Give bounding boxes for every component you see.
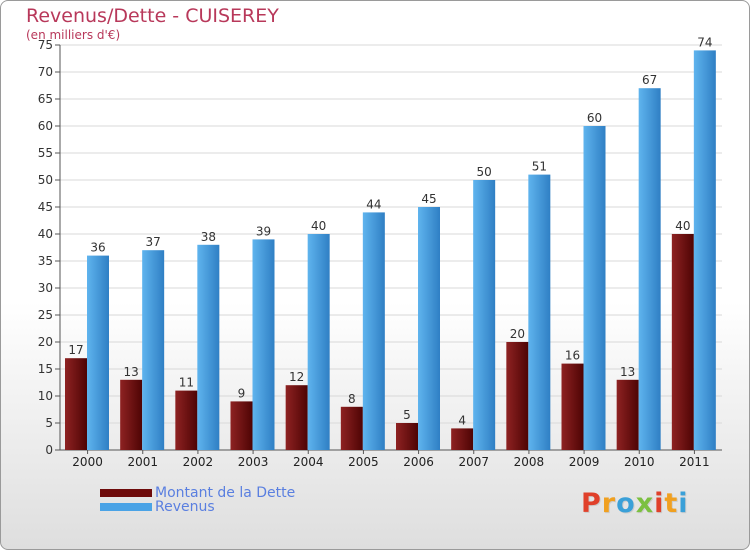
x-tick-label: 2005 [348, 455, 379, 469]
x-tick-label: 2009 [569, 455, 600, 469]
data-label-debt: 13 [124, 365, 139, 379]
bar-revenus [252, 239, 275, 450]
legend-item-revenus: Revenus [100, 500, 295, 514]
data-label-debt: 16 [565, 349, 580, 363]
bar-revenus [638, 88, 661, 450]
data-label-debt: 4 [458, 413, 466, 427]
data-label-revenus: 44 [366, 197, 381, 211]
logo-letter: i [678, 488, 689, 519]
y-tick-label: 40 [38, 227, 53, 241]
logo-letter: x [635, 488, 655, 519]
bar-revenus [87, 255, 109, 450]
y-tick-label: 50 [38, 173, 53, 187]
bar-debt [340, 406, 363, 450]
data-label-revenus: 60 [587, 111, 602, 125]
bar-revenus [307, 234, 330, 450]
data-label-revenus: 39 [256, 224, 271, 238]
logo-letter: t [664, 488, 679, 519]
x-tick-label: 2000 [72, 455, 103, 469]
y-tick-label: 55 [38, 146, 53, 160]
data-label-debt: 17 [68, 343, 83, 357]
data-label-debt: 12 [289, 370, 304, 384]
chart-title: Revenus/Dette - CUISEREY [26, 5, 279, 27]
data-label-revenus: 67 [642, 73, 657, 87]
y-tick-label: 15 [38, 362, 53, 376]
x-tick-label: 2003 [238, 455, 269, 469]
chart-subtitle: (en milliers d'€) [26, 28, 121, 42]
data-label-debt: 40 [675, 219, 690, 233]
y-tick-label: 30 [38, 281, 53, 295]
bar-debt [616, 379, 639, 450]
y-tick-label: 65 [38, 92, 53, 106]
y-tick-label: 70 [38, 65, 53, 79]
bar-debt [561, 363, 584, 450]
data-label-revenus: 37 [146, 235, 161, 249]
y-tick-label: 45 [38, 200, 53, 214]
bar-debt [671, 234, 694, 450]
bar-revenus [473, 180, 496, 450]
x-tick-label: 2007 [458, 455, 489, 469]
x-tick-label: 2008 [514, 455, 545, 469]
bar-debt [451, 428, 474, 450]
legend-swatch-revenus [100, 503, 152, 511]
legend-swatch-debt [100, 489, 152, 497]
y-tick-label: 25 [38, 308, 53, 322]
data-label-revenus: 40 [311, 219, 326, 233]
data-label-revenus: 74 [697, 35, 712, 49]
legend-item-debt: Montant de la Dette [100, 486, 295, 500]
y-tick-label: 60 [38, 119, 53, 133]
legend-label-revenus: Revenus [155, 499, 215, 515]
y-tick-label: 35 [38, 254, 53, 268]
y-tick-label: 5 [45, 416, 53, 430]
bar-revenus [583, 126, 606, 450]
x-tick-label: 2001 [127, 455, 158, 469]
y-tick-label: 20 [38, 335, 53, 349]
bar-debt [175, 390, 198, 450]
y-tick-label: 10 [38, 389, 53, 403]
bar-revenus [362, 212, 385, 450]
data-label-revenus: 45 [421, 192, 436, 206]
x-tick-label: 2006 [403, 455, 434, 469]
proxiti-logo: Proxiti [581, 488, 689, 519]
bar-debt [65, 358, 87, 450]
legend-label-debt: Montant de la Dette [155, 485, 296, 501]
bar-debt [285, 385, 308, 450]
data-label-revenus: 50 [477, 165, 492, 179]
bar-debt [120, 379, 143, 450]
bar-revenus [693, 50, 716, 451]
x-tick-label: 2010 [624, 455, 655, 469]
bar-debt [396, 423, 418, 450]
data-label-debt: 11 [179, 376, 194, 390]
y-tick-label: 0 [45, 443, 53, 457]
x-tick-label: 2004 [293, 455, 324, 469]
data-label-revenus: 36 [90, 241, 105, 255]
bar-revenus [528, 174, 551, 450]
logo-letter: o [616, 488, 636, 519]
data-label-revenus: 51 [532, 160, 547, 174]
bar-revenus [142, 250, 165, 450]
y-tick-label: 75 [38, 38, 53, 52]
data-label-revenus: 38 [201, 230, 216, 244]
bar-revenus [197, 244, 220, 450]
bar-debt [230, 401, 253, 450]
logo-letter: P [581, 488, 602, 519]
bar-revenus [418, 207, 440, 450]
data-label-debt: 20 [510, 327, 525, 341]
data-label-debt: 8 [348, 392, 356, 406]
data-label-debt: 13 [620, 365, 635, 379]
bar-debt [506, 342, 529, 450]
x-tick-label: 2002 [183, 455, 214, 469]
chart-legend: Montant de la Dette Revenus [100, 486, 295, 514]
data-label-debt: 5 [403, 408, 411, 422]
logo-letter: r [601, 488, 617, 519]
data-label-debt: 9 [238, 386, 246, 400]
x-tick-label: 2011 [679, 455, 710, 469]
logo-letter: i [654, 488, 665, 519]
